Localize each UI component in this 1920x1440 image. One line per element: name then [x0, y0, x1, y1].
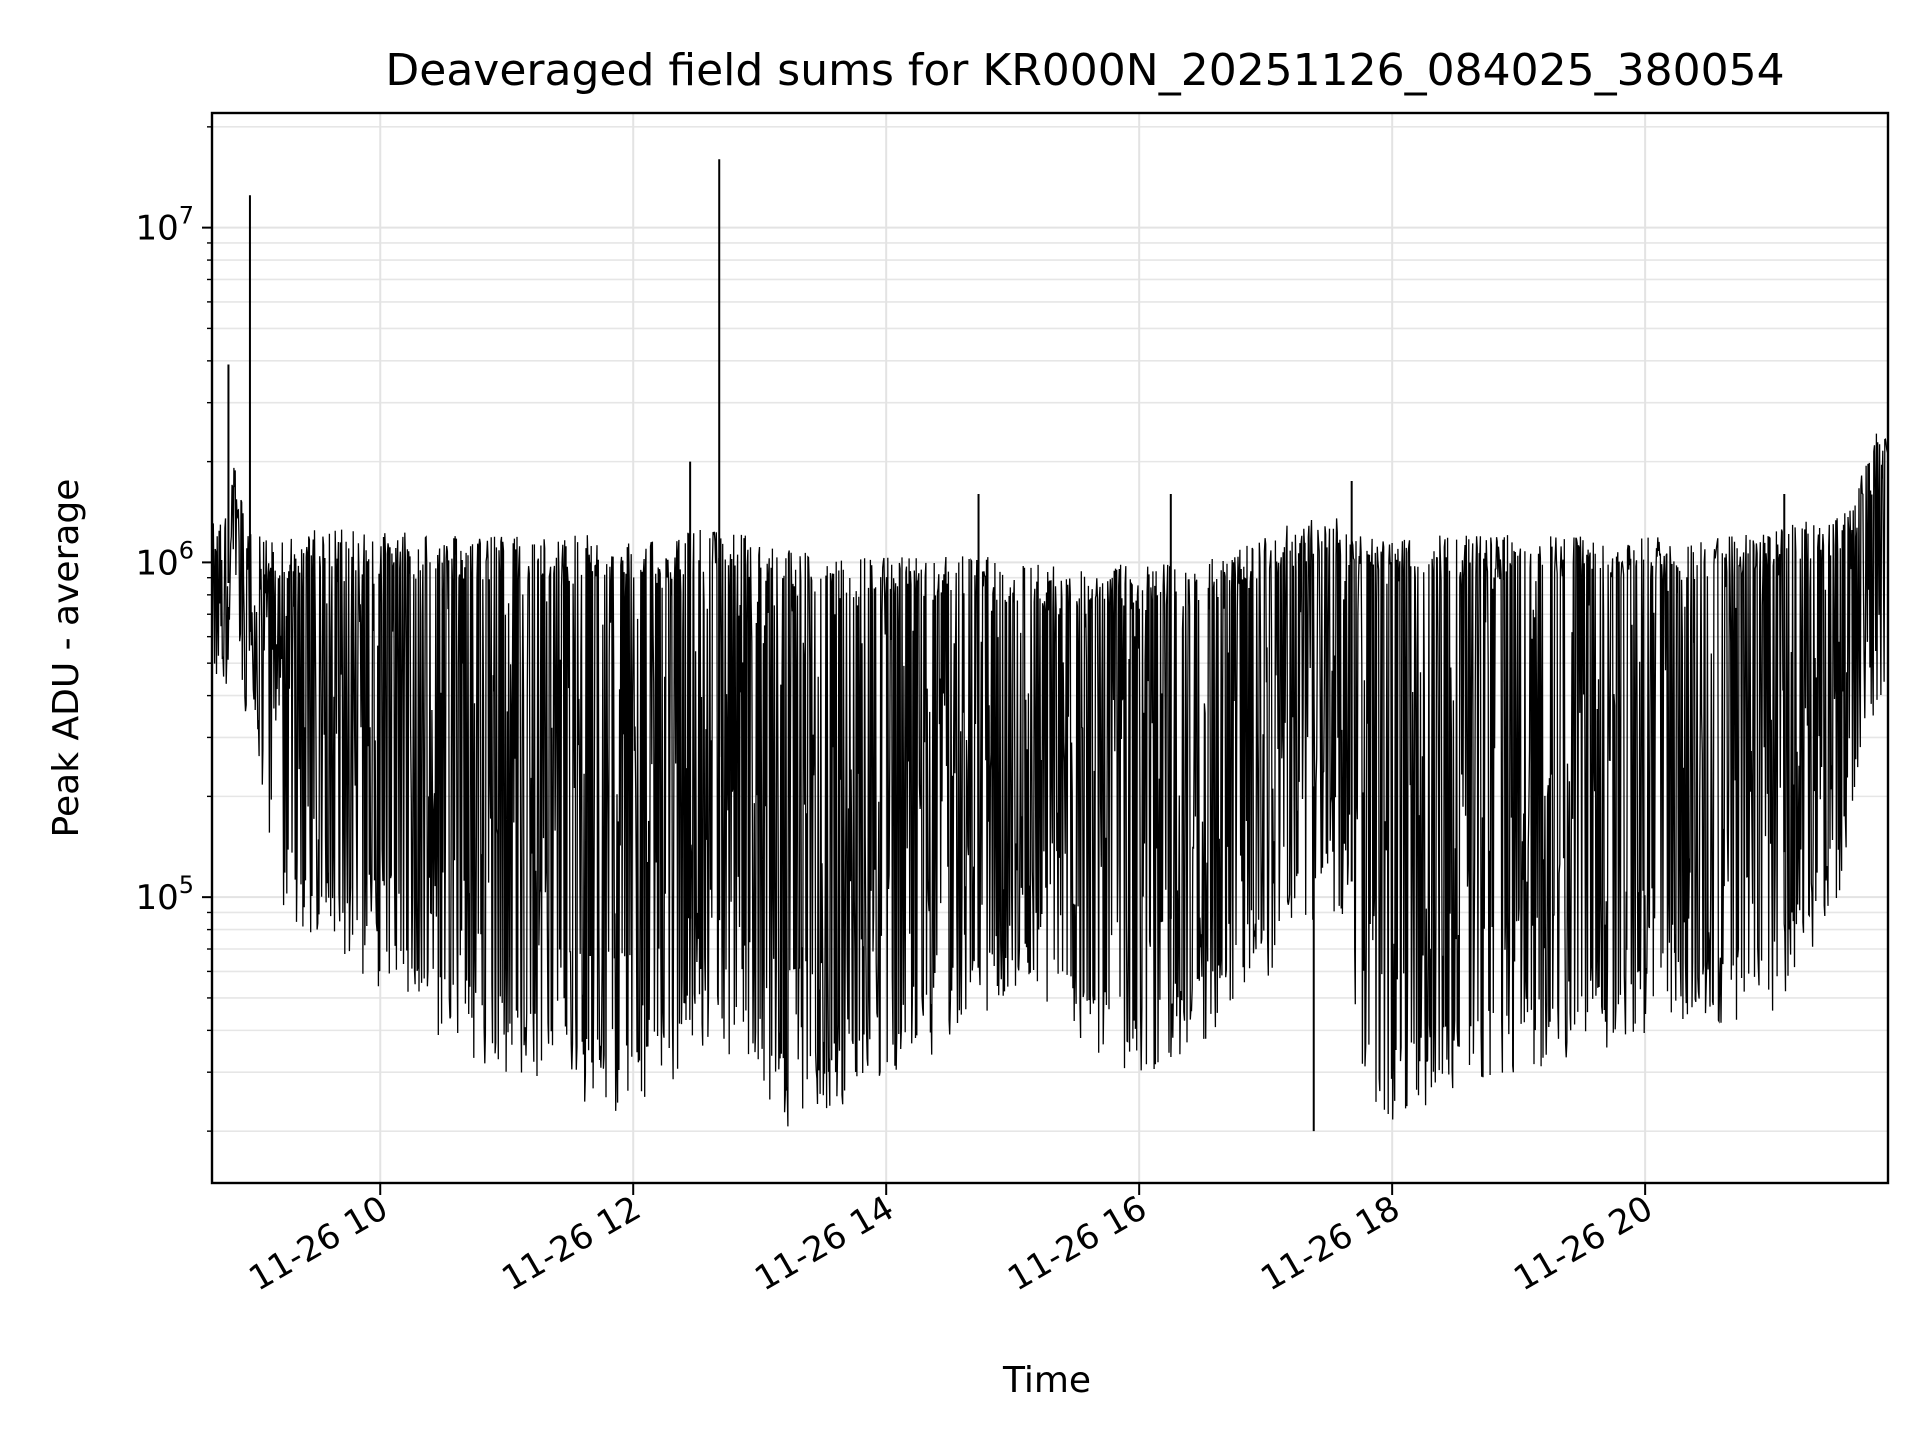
series-line	[211, 433, 1889, 1127]
x-tick-label: 11-26 18	[1254, 1188, 1406, 1299]
x-tick-label: 11-26 12	[495, 1188, 647, 1299]
x-tick-label: 11-26 10	[242, 1188, 394, 1299]
y-tick-label: 106	[135, 536, 194, 583]
axes-frame	[210, 111, 1890, 1185]
y-tick-label: 105	[135, 871, 194, 918]
y-tick-label: 107	[135, 202, 194, 249]
chart-title: Deaveraged field sums for KR000N_2025112…	[385, 45, 1784, 96]
x-tick-label: 11-26 14	[748, 1188, 900, 1299]
x-tick-label: 11-26 16	[1001, 1188, 1153, 1299]
x-tick-label: 11-26 20	[1507, 1188, 1659, 1299]
y-axis-label: Peak ADU - average	[46, 479, 87, 838]
x-axis: 11-26 10 11-26 12 11-26 14 11-26 16 11-26 18…	[242, 1183, 1660, 1299]
x-axis-label: Time	[1002, 1360, 1091, 1401]
plot-area	[211, 159, 1889, 1132]
y-axis: 105 106 107	[135, 126, 212, 1132]
